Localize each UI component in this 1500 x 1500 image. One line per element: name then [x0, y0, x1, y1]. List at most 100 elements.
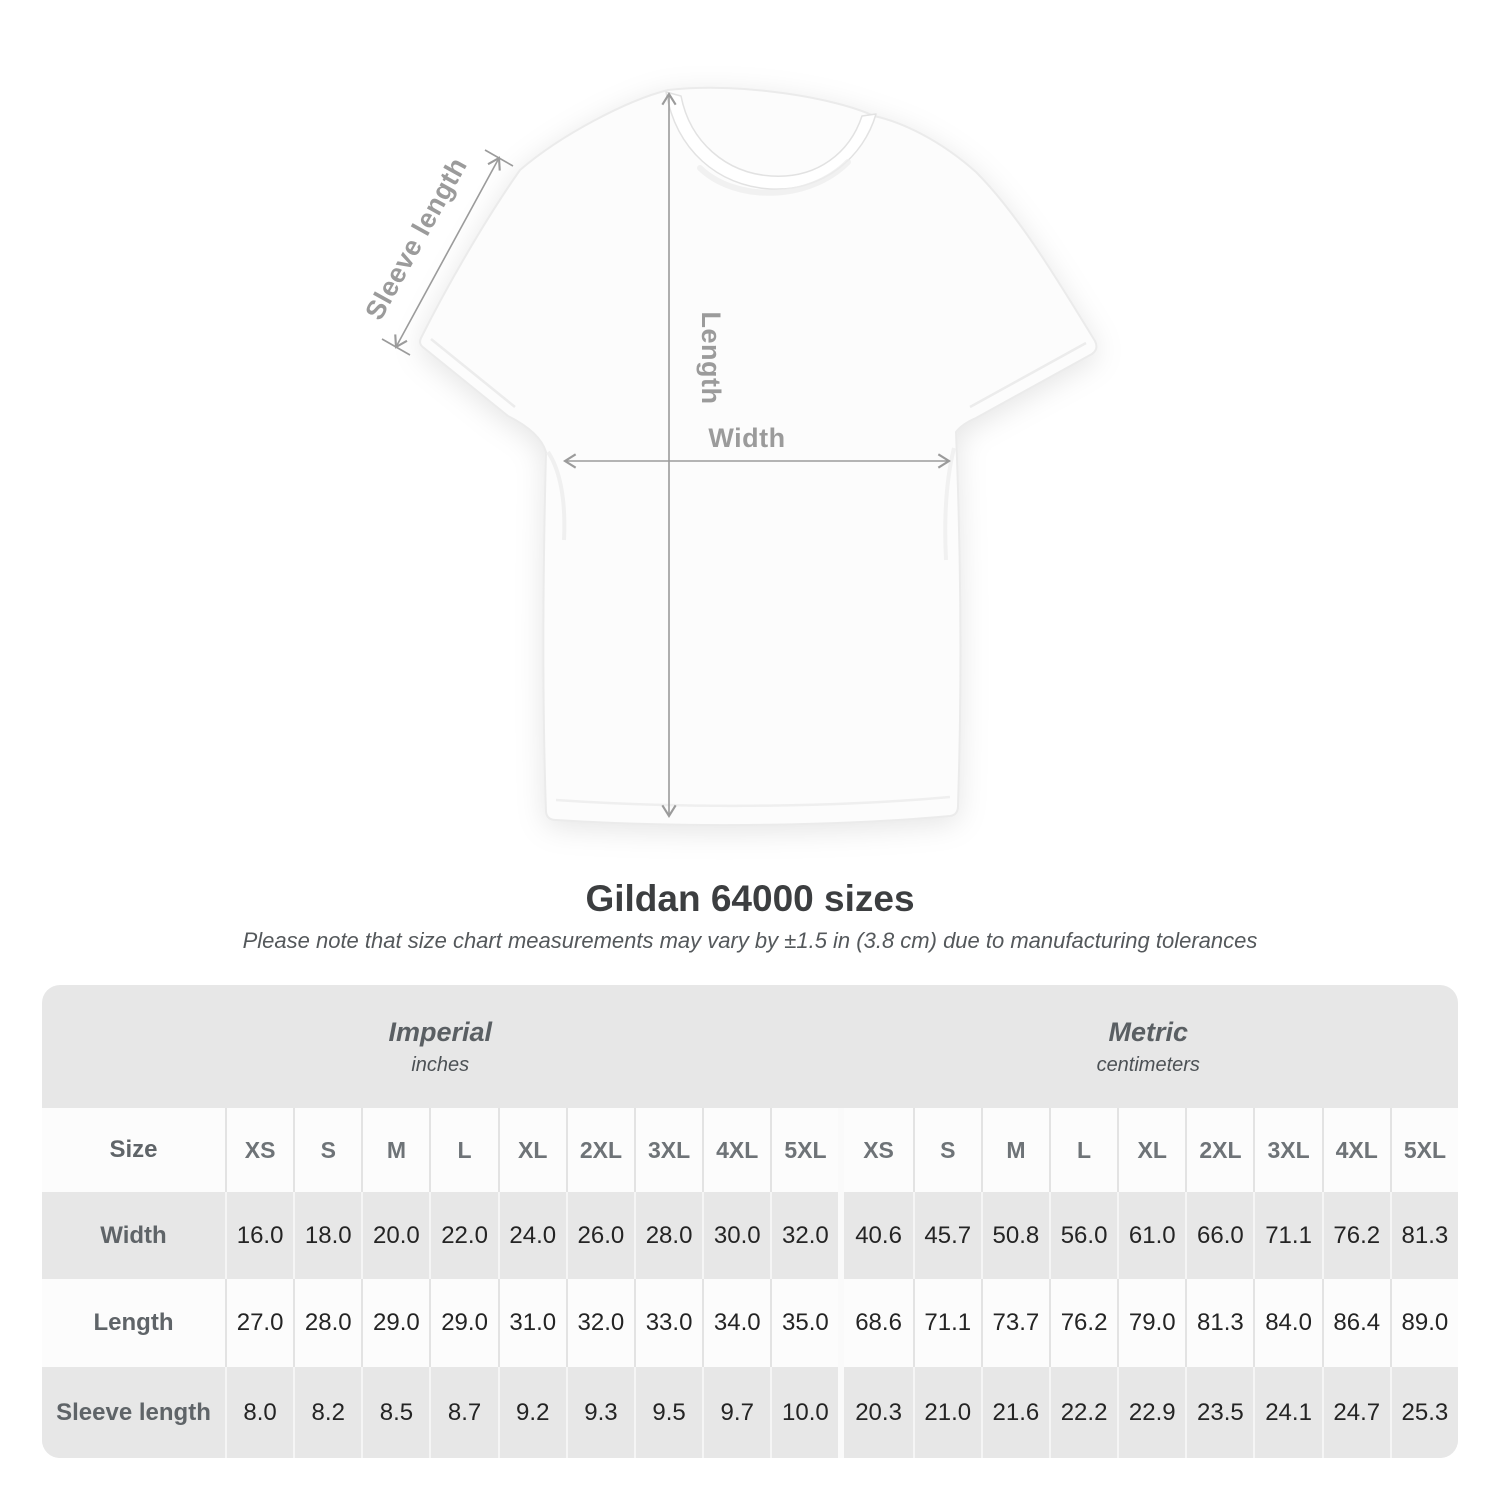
- imperial-value-cell: 27.0: [225, 1279, 294, 1367]
- size-header-cell: M: [361, 1108, 430, 1192]
- page-title: Gildan 64000 sizes: [585, 878, 915, 919]
- length-dimension-label: Length: [696, 312, 726, 405]
- metric-value-cell: 22.9: [1117, 1367, 1186, 1458]
- metric-value-cell: 73.7: [980, 1279, 1049, 1367]
- metric-value-cell: 68.6: [844, 1279, 913, 1367]
- imperial-metric-divider: [838, 1279, 845, 1367]
- imperial-header: Imperial inches: [42, 985, 839, 1108]
- size-header-cell: 5XL: [1389, 1108, 1458, 1192]
- imperial-value-cell: 16.0: [225, 1192, 294, 1279]
- size-table: Imperial inches Metric centimeters Size X…: [42, 985, 1458, 1458]
- imperial-metric-divider: [838, 1367, 845, 1458]
- metric-value-cell: 24.1: [1253, 1367, 1322, 1458]
- metric-header-unit: centimeters: [1096, 1053, 1200, 1076]
- sleeve-dimension-tick-top: [484, 149, 514, 167]
- tshirt-image: [419, 86, 1098, 827]
- metric-value-cell: 23.5: [1185, 1367, 1254, 1458]
- size-header-row: Size XS S M L XL 2XL 3XL 4XL 5XL XS S M L XL 2XL 3XL 4XL 5…: [42, 1108, 1458, 1192]
- imperial-value-cell: 28.0: [293, 1279, 362, 1367]
- size-header-cell: L: [429, 1108, 498, 1192]
- metric-value-cell: 61.0: [1117, 1192, 1186, 1279]
- imperial-value-cell: 28.0: [633, 1192, 703, 1279]
- measurement-row: Length 27.0 28.0 29.0 29.0 31.0 32.0 33.0 34.0 35…: [42, 1279, 1458, 1367]
- imperial-value-cell: 9.5: [633, 1367, 703, 1458]
- metric-value-cell: 81.3: [1185, 1279, 1254, 1367]
- size-header-cell: 3XL: [633, 1108, 703, 1192]
- metric-value-cell: 56.0: [1048, 1192, 1118, 1279]
- imperial-value-cell: 9.3: [565, 1367, 634, 1458]
- size-header-cell: XS: [225, 1108, 294, 1192]
- size-header-cell: 2XL: [1185, 1108, 1254, 1192]
- metric-value-cell: 21.6: [980, 1367, 1049, 1458]
- size-header-cell: 4XL: [702, 1108, 771, 1192]
- metric-value-cell: 71.1: [1253, 1192, 1322, 1279]
- size-header-cell: 2XL: [565, 1108, 634, 1192]
- imperial-value-cell: 18.0: [293, 1192, 362, 1279]
- size-header-cell: S: [293, 1108, 362, 1192]
- metric-value-cell: 89.0: [1389, 1279, 1458, 1367]
- metric-value-cell: 81.3: [1389, 1192, 1458, 1279]
- width-dimension-label: Width: [708, 423, 785, 453]
- imperial-value-cell: 32.0: [770, 1192, 839, 1279]
- size-header-cell: 5XL: [770, 1108, 839, 1192]
- imperial-value-cell: 31.0: [497, 1279, 566, 1367]
- metric-value-cell: 24.7: [1321, 1367, 1390, 1458]
- imperial-metric-divider: [838, 1192, 845, 1279]
- size-column-label: Size: [42, 1108, 225, 1192]
- size-header-cell: S: [912, 1108, 981, 1192]
- metric-value-cell: 79.0: [1117, 1279, 1186, 1367]
- metric-value-cell: 21.0: [912, 1367, 981, 1458]
- imperial-value-cell: 29.0: [429, 1279, 498, 1367]
- metric-value-cell: 50.8: [980, 1192, 1049, 1279]
- imperial-value-cell: 8.5: [361, 1367, 430, 1458]
- size-header-cell: 4XL: [1321, 1108, 1390, 1192]
- imperial-header-unit: inches: [411, 1053, 470, 1076]
- metric-value-cell: 45.7: [912, 1192, 981, 1279]
- size-header-cell: L: [1048, 1108, 1118, 1192]
- metric-value-cell: 25.3: [1389, 1367, 1458, 1458]
- imperial-value-cell: 22.0: [429, 1192, 498, 1279]
- tshirt-measurement-diagram: Length Width Sleeve length: [359, 86, 1098, 827]
- imperial-value-cell: 20.0: [361, 1192, 430, 1279]
- metric-value-cell: 40.6: [844, 1192, 913, 1279]
- imperial-value-cell: 26.0: [565, 1192, 634, 1279]
- imperial-value-cell: 8.0: [225, 1367, 294, 1458]
- imperial-value-cell: 9.7: [702, 1367, 771, 1458]
- metric-header: Metric centimeters: [839, 985, 1459, 1108]
- measurement-row-label: Length: [42, 1279, 225, 1367]
- imperial-value-cell: 9.2: [497, 1367, 566, 1458]
- metric-value-cell: 22.2: [1048, 1367, 1118, 1458]
- measurement-row-label: Width: [42, 1192, 225, 1279]
- metric-value-cell: 71.1: [912, 1279, 981, 1367]
- metric-value-cell: 76.2: [1048, 1279, 1118, 1367]
- imperial-value-cell: 8.7: [429, 1367, 498, 1458]
- size-header-cell: M: [980, 1108, 1049, 1192]
- metric-value-cell: 86.4: [1321, 1279, 1390, 1367]
- tolerance-note: Please note that size chart measurements…: [242, 928, 1258, 953]
- measurement-row: Sleeve length 8.0 8.2 8.5 8.7 9.2 9.3 9.5 9.7 10.…: [42, 1367, 1458, 1458]
- sleeve-dimension-line: [394, 156, 501, 349]
- unit-header-band: Imperial inches Metric centimeters: [42, 985, 1458, 1108]
- metric-value-cell: 84.0: [1253, 1279, 1322, 1367]
- imperial-value-cell: 24.0: [497, 1192, 566, 1279]
- imperial-value-cell: 33.0: [633, 1279, 703, 1367]
- size-header-cell: XL: [1117, 1108, 1186, 1192]
- imperial-header-title: Imperial: [388, 1016, 493, 1047]
- imperial-value-cell: 29.0: [361, 1279, 430, 1367]
- metric-header-title: Metric: [1108, 1016, 1189, 1047]
- metric-value-cell: 20.3: [844, 1367, 913, 1458]
- measurement-row-label: Sleeve length: [42, 1367, 225, 1458]
- imperial-value-cell: 30.0: [702, 1192, 771, 1279]
- metric-value-cell: 76.2: [1321, 1192, 1390, 1279]
- size-table-body: Size XS S M L XL 2XL 3XL 4XL 5XL XS S M L XL 2XL 3XL 4XL 5…: [42, 1108, 1458, 1458]
- imperial-value-cell: 34.0: [702, 1279, 771, 1367]
- imperial-metric-divider: [838, 1108, 845, 1192]
- metric-value-cell: 66.0: [1185, 1192, 1254, 1279]
- imperial-value-cell: 35.0: [770, 1279, 839, 1367]
- imperial-value-cell: 10.0: [770, 1367, 839, 1458]
- imperial-value-cell: 32.0: [565, 1279, 634, 1367]
- size-header-cell: 3XL: [1253, 1108, 1322, 1192]
- imperial-value-cell: 8.2: [293, 1367, 362, 1458]
- size-header-cell: XS: [844, 1108, 913, 1192]
